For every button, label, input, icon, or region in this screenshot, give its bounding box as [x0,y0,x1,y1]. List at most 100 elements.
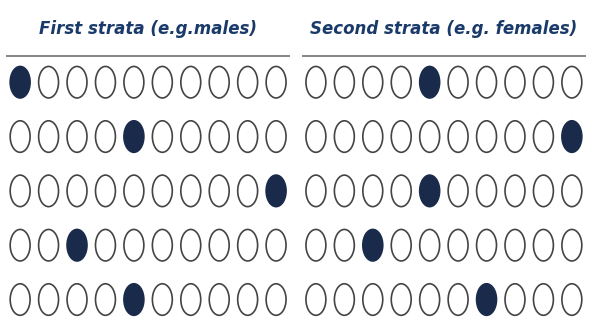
Ellipse shape [67,284,87,315]
Ellipse shape [209,66,229,98]
Ellipse shape [334,121,354,152]
Ellipse shape [209,229,229,261]
Ellipse shape [124,175,144,207]
Ellipse shape [420,284,440,315]
Ellipse shape [306,229,326,261]
Ellipse shape [391,229,411,261]
Ellipse shape [334,66,354,98]
Ellipse shape [238,175,258,207]
Ellipse shape [266,66,286,98]
Ellipse shape [505,175,525,207]
Ellipse shape [505,229,525,261]
Ellipse shape [477,121,497,152]
Ellipse shape [448,66,468,98]
Ellipse shape [266,121,286,152]
Ellipse shape [448,175,468,207]
Ellipse shape [181,284,201,315]
Ellipse shape [505,121,525,152]
Ellipse shape [391,121,411,152]
Ellipse shape [533,121,554,152]
Ellipse shape [533,175,554,207]
Ellipse shape [363,121,383,152]
Ellipse shape [477,229,497,261]
Ellipse shape [238,284,258,315]
Ellipse shape [533,66,554,98]
Ellipse shape [477,175,497,207]
Ellipse shape [152,229,172,261]
Ellipse shape [181,175,201,207]
Ellipse shape [306,284,326,315]
Ellipse shape [363,229,383,261]
Ellipse shape [562,66,582,98]
Ellipse shape [266,229,286,261]
Ellipse shape [10,121,30,152]
Ellipse shape [124,121,144,152]
Ellipse shape [67,121,87,152]
Ellipse shape [334,175,354,207]
Ellipse shape [10,284,30,315]
Ellipse shape [152,121,172,152]
Ellipse shape [95,284,115,315]
Ellipse shape [334,229,354,261]
Ellipse shape [420,66,440,98]
Ellipse shape [181,229,201,261]
Ellipse shape [562,284,582,315]
Ellipse shape [209,284,229,315]
Ellipse shape [152,66,172,98]
Text: First strata (e.g.males): First strata (e.g.males) [39,20,257,38]
Ellipse shape [420,229,440,261]
Ellipse shape [420,121,440,152]
Ellipse shape [266,175,286,207]
Ellipse shape [363,175,383,207]
Ellipse shape [533,284,554,315]
Ellipse shape [124,66,144,98]
Ellipse shape [95,229,115,261]
Ellipse shape [448,284,468,315]
Ellipse shape [181,121,201,152]
Ellipse shape [306,121,326,152]
Ellipse shape [306,66,326,98]
Ellipse shape [38,284,59,315]
Ellipse shape [95,175,115,207]
Ellipse shape [10,66,30,98]
Ellipse shape [363,66,383,98]
Ellipse shape [209,121,229,152]
Ellipse shape [209,175,229,207]
FancyBboxPatch shape [6,55,290,57]
Ellipse shape [152,284,172,315]
Ellipse shape [38,66,59,98]
Ellipse shape [391,66,411,98]
Ellipse shape [562,175,582,207]
Ellipse shape [10,175,30,207]
Ellipse shape [334,284,354,315]
Ellipse shape [266,284,286,315]
Ellipse shape [238,66,258,98]
Ellipse shape [562,121,582,152]
FancyBboxPatch shape [302,55,586,57]
Ellipse shape [124,229,144,261]
Ellipse shape [420,175,440,207]
Ellipse shape [238,229,258,261]
Ellipse shape [67,66,87,98]
Ellipse shape [448,121,468,152]
Ellipse shape [124,284,144,315]
Ellipse shape [67,229,87,261]
Ellipse shape [477,66,497,98]
Ellipse shape [505,284,525,315]
Ellipse shape [363,284,383,315]
Ellipse shape [391,175,411,207]
Ellipse shape [505,66,525,98]
Ellipse shape [38,121,59,152]
Ellipse shape [67,175,87,207]
Ellipse shape [562,229,582,261]
Ellipse shape [533,229,554,261]
Ellipse shape [391,284,411,315]
Ellipse shape [448,229,468,261]
Ellipse shape [95,66,115,98]
Ellipse shape [38,175,59,207]
Ellipse shape [238,121,258,152]
Ellipse shape [181,66,201,98]
Ellipse shape [95,121,115,152]
Ellipse shape [38,229,59,261]
Ellipse shape [306,175,326,207]
